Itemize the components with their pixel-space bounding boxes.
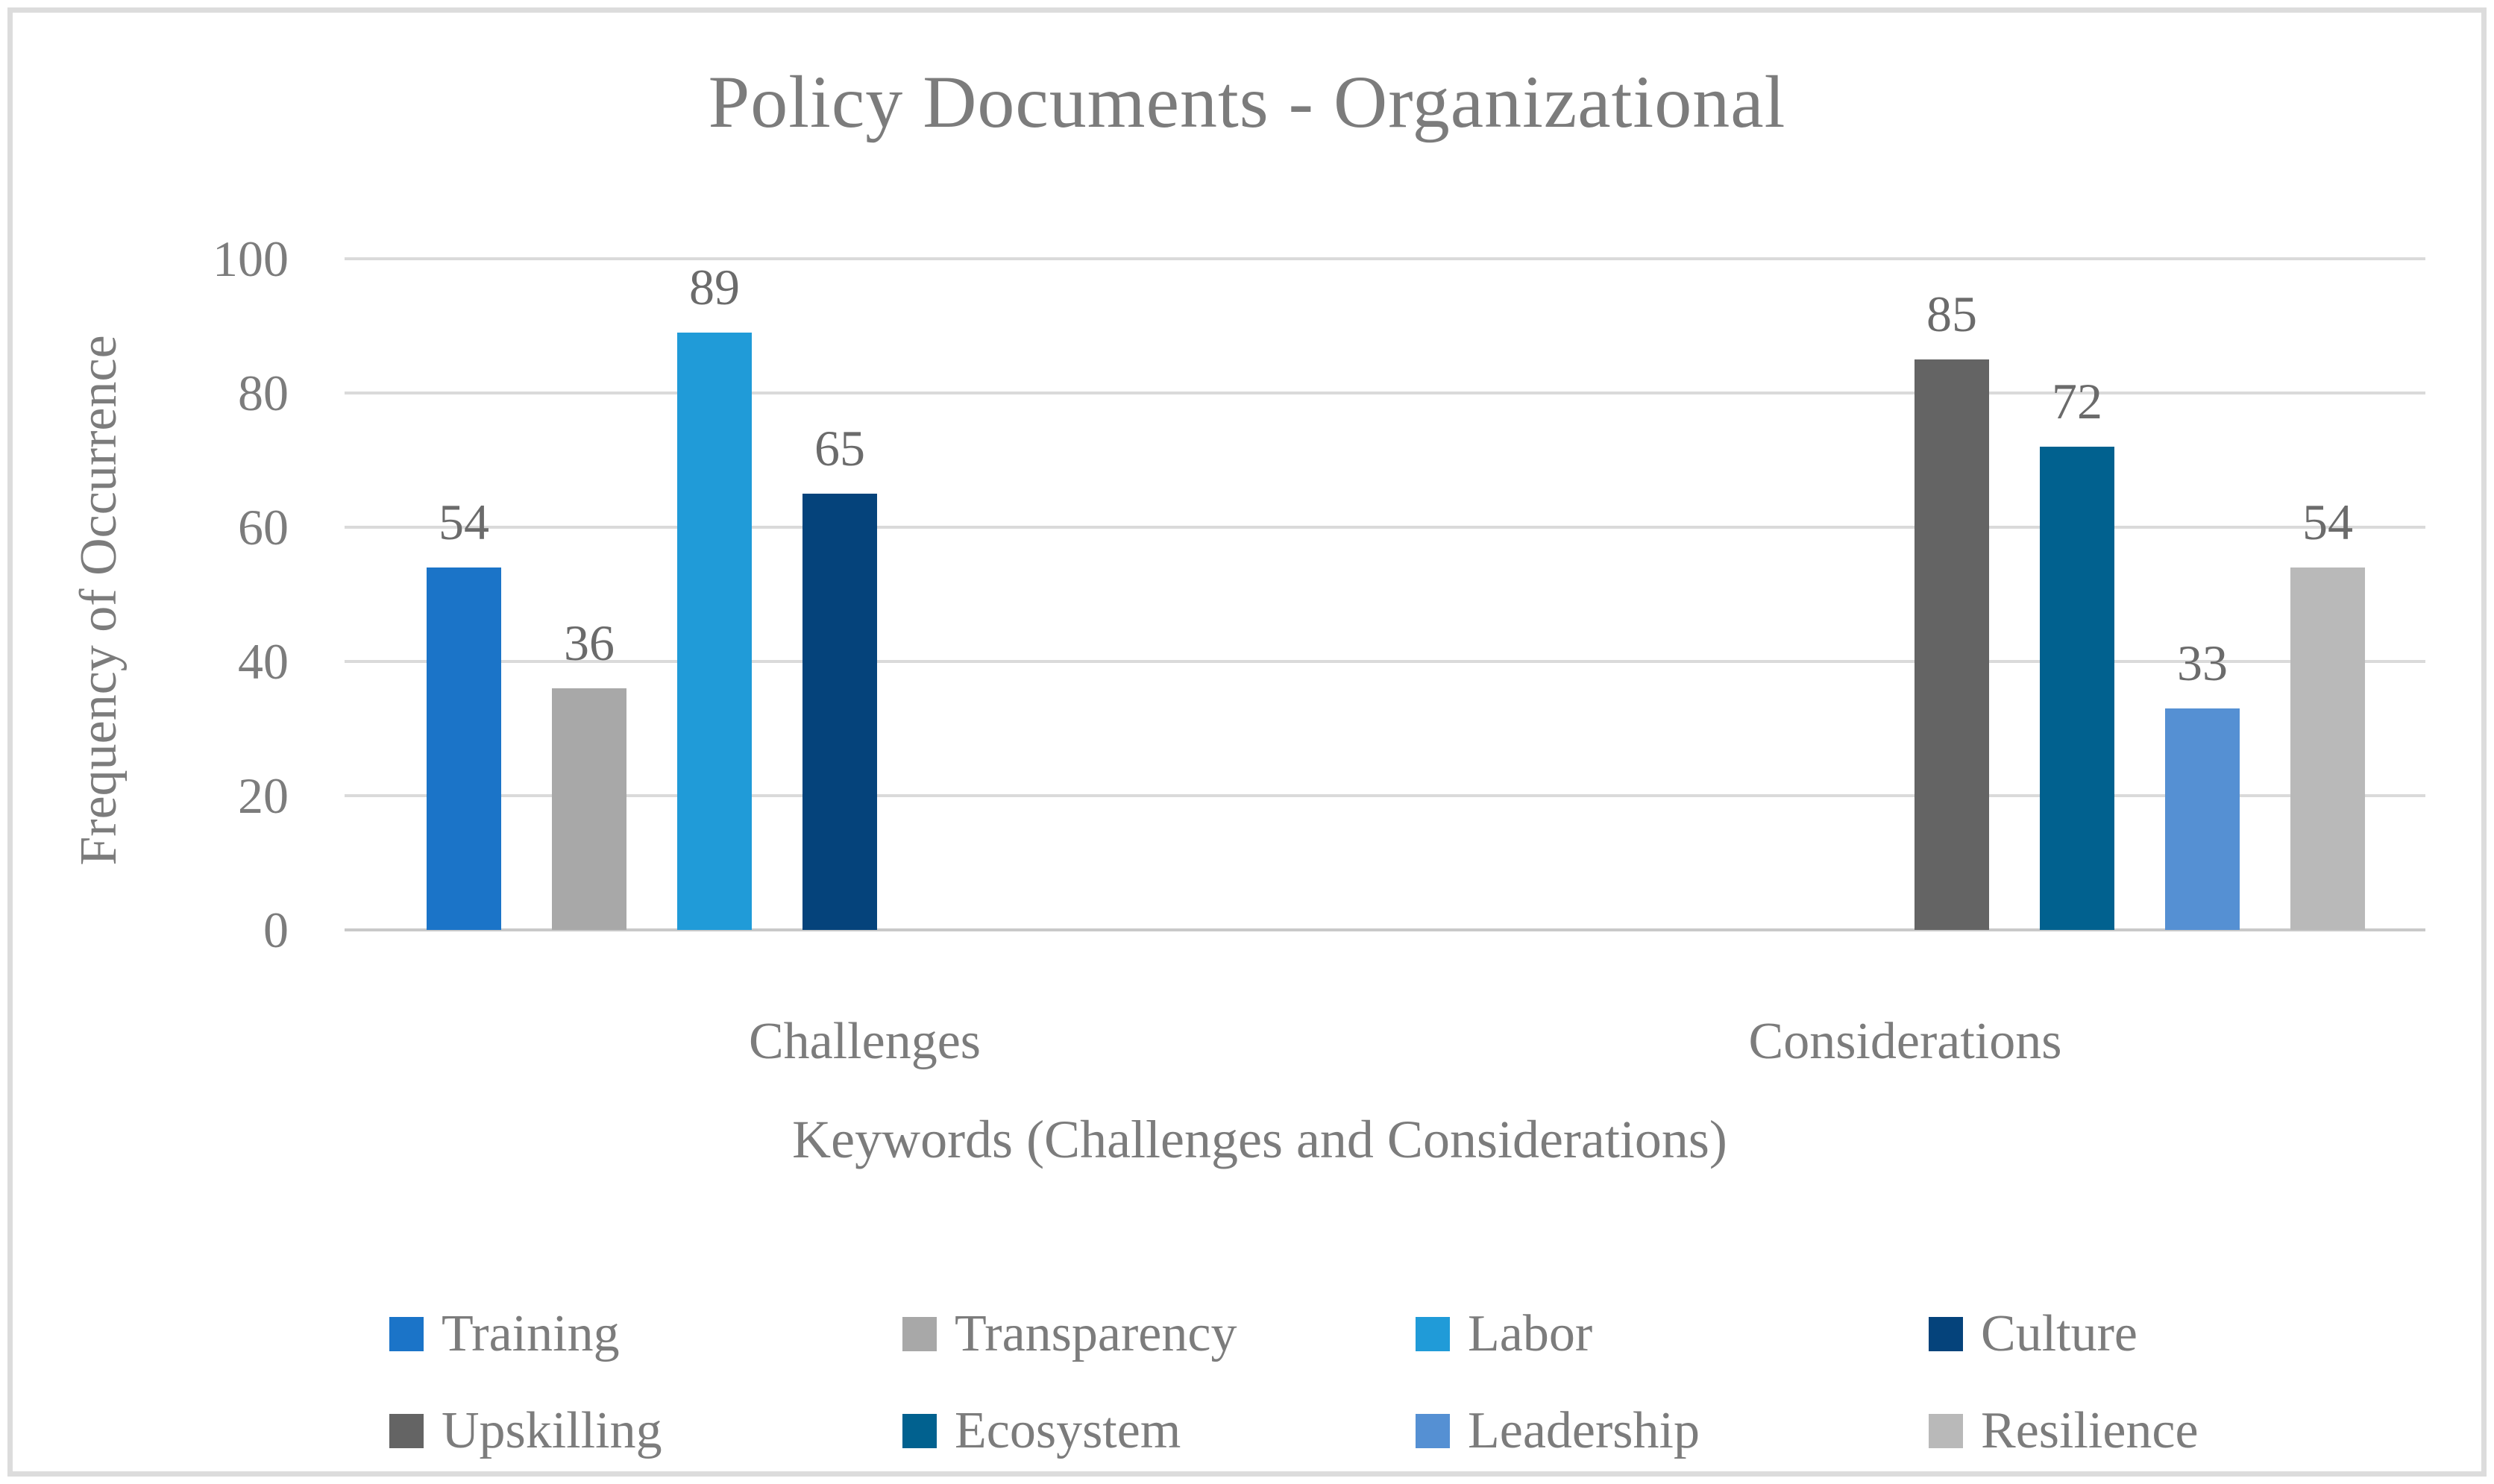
- bar-transparency: [552, 688, 626, 930]
- bar-leadership: [2165, 708, 2240, 930]
- bar-value-leadership: 33: [2177, 635, 2228, 691]
- bar-resilience: [2290, 567, 2365, 930]
- legend-swatch-ecosystem: [902, 1414, 937, 1448]
- grid-line-80: [345, 392, 2425, 394]
- plot-area: [345, 257, 2425, 931]
- legend-item-leadership: Leadership: [1416, 1403, 1929, 1459]
- legend-swatch-training: [389, 1317, 424, 1351]
- bar-value-ecosystem: 72: [2052, 373, 2102, 430]
- legend-label-upskilling: Upskilling: [442, 1402, 662, 1459]
- legend-label-training: Training: [442, 1305, 620, 1362]
- bar-ecosystem: [2040, 447, 2114, 930]
- y-tick-label-60: 60: [238, 499, 289, 556]
- grid-line-100: [345, 257, 2425, 260]
- legend-item-resilience: Resilience: [1929, 1403, 2442, 1459]
- x-axis-title: Keywords (Challenges and Considerations): [792, 1110, 1727, 1169]
- grid-line-0: [345, 928, 2425, 931]
- legend-label-labor: Labor: [1468, 1305, 1593, 1362]
- legend-item-labor: Labor: [1416, 1307, 1929, 1362]
- bar-value-labor: 89: [689, 259, 740, 315]
- bar-value-transparency: 36: [564, 614, 615, 671]
- y-tick-label-20: 20: [238, 767, 289, 824]
- legend-label-leadership: Leadership: [1468, 1402, 1700, 1459]
- y-tick-label-40: 40: [238, 633, 289, 690]
- legend-swatch-resilience: [1929, 1414, 1963, 1448]
- legend-item-training: Training: [389, 1307, 902, 1362]
- legend-swatch-leadership: [1416, 1414, 1450, 1448]
- y-tick-label-0: 0: [263, 902, 289, 958]
- legend-item-ecosystem: Ecosystem: [902, 1403, 1416, 1459]
- legend-label-resilience: Resilience: [1981, 1402, 2199, 1459]
- bar-value-training: 54: [439, 494, 489, 550]
- y-tick-label-80: 80: [238, 365, 289, 421]
- bar-labor: [677, 333, 752, 930]
- bar-chart: Policy Documents - Organizational Freque…: [13, 13, 2481, 1471]
- y-tick-label-100: 100: [213, 230, 289, 287]
- bar-upskilling: [1915, 359, 1989, 930]
- bar-value-upskilling: 85: [1926, 286, 1977, 342]
- legend-swatch-transparency: [902, 1317, 937, 1351]
- legend-label-ecosystem: Ecosystem: [955, 1402, 1181, 1459]
- legend-swatch-labor: [1416, 1317, 1450, 1351]
- category-label-challenges: Challenges: [748, 1013, 981, 1070]
- bar-value-culture: 65: [814, 420, 865, 477]
- chart-title: Policy Documents - Organizational: [708, 60, 1786, 143]
- grid-line-20: [345, 794, 2425, 797]
- bar-culture: [802, 494, 877, 930]
- legend-swatch-culture: [1929, 1317, 1963, 1351]
- legend-label-transparency: Transparency: [955, 1305, 1237, 1362]
- legend-label-culture: Culture: [1981, 1305, 2138, 1362]
- legend-item-transparency: Transparency: [902, 1307, 1416, 1362]
- bar-value-resilience: 54: [2302, 494, 2353, 550]
- bar-training: [427, 567, 501, 930]
- grid-line-60: [345, 526, 2425, 529]
- legend-swatch-upskilling: [389, 1414, 424, 1448]
- figure-frame: Policy Documents - Organizational Freque…: [7, 7, 2487, 1477]
- category-label-considerations: Considerations: [1748, 1013, 2062, 1070]
- legend-item-culture: Culture: [1929, 1307, 2442, 1362]
- grid-line-40: [345, 660, 2425, 663]
- legend: Training Transparency Labor Culture Upskilli…: [389, 1307, 2442, 1459]
- legend-item-upskilling: Upskilling: [389, 1403, 902, 1459]
